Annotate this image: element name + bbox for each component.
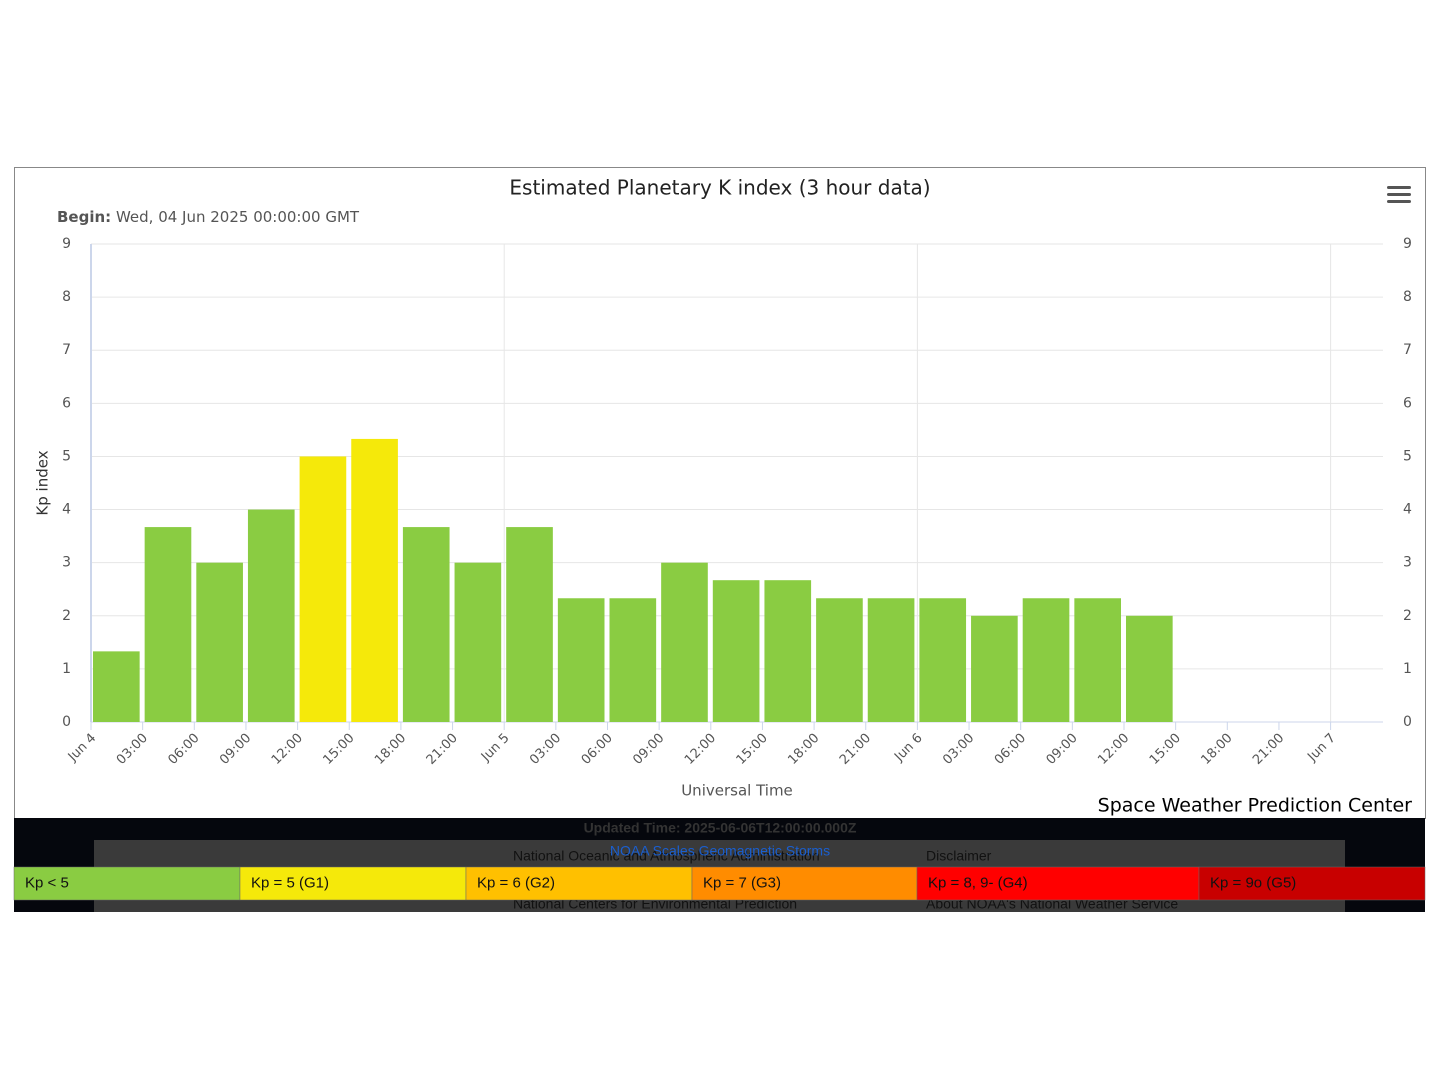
scale-label: Kp = 9o (G5) <box>1210 874 1296 891</box>
bar <box>93 651 140 722</box>
y2-tick-label: 2 <box>1403 608 1412 624</box>
bar <box>144 527 192 722</box>
bar <box>402 527 450 722</box>
bar <box>1022 598 1070 722</box>
bar <box>661 562 708 722</box>
footer-link[interactable]: National Oceanic and Atmospheric Adminis… <box>513 848 820 864</box>
updated-time: Updated Time: 2025-06-06T12:00:00.000Z <box>584 820 857 836</box>
y-tick-label: 7 <box>62 342 71 358</box>
y2-tick-label: 1 <box>1403 661 1412 677</box>
menu-line[interactable] <box>1387 193 1411 196</box>
y2-tick-label: 7 <box>1403 342 1412 358</box>
subtitle-text: Wed, 04 Jun 2025 00:00:00 GMT <box>116 208 360 226</box>
scale-swatch <box>465 866 693 901</box>
bar <box>971 615 1018 722</box>
menu-line[interactable] <box>1387 200 1411 203</box>
y2-tick-label: 0 <box>1403 714 1412 730</box>
credit: Space Weather Prediction Center <box>1098 795 1413 817</box>
y-tick-label: 8 <box>62 289 71 305</box>
chart-title: Estimated Planetary K index (3 hour data… <box>509 176 930 200</box>
y-tick-label: 1 <box>62 661 71 677</box>
y-tick-label: 9 <box>62 236 71 252</box>
y2-tick-label: 8 <box>1403 289 1412 305</box>
y2-tick-label: 6 <box>1403 395 1412 411</box>
y-tick-label: 3 <box>62 555 71 571</box>
y-tick-label: 2 <box>62 608 71 624</box>
scale-swatch <box>916 866 1200 901</box>
bar <box>867 598 915 722</box>
bar <box>299 456 347 722</box>
scale-swatch <box>1198 866 1426 901</box>
bar <box>764 580 812 722</box>
y-axis-label: Kp index <box>34 450 52 515</box>
y-tick-label: 0 <box>62 714 71 730</box>
subtitle: Begin: Wed, 04 Jun 2025 00:00:00 GMT <box>57 208 360 226</box>
bar <box>247 509 295 722</box>
bar <box>1126 615 1173 722</box>
bar <box>454 562 502 722</box>
scale-label: Kp = 7 (G3) <box>703 874 781 891</box>
scale-swatch <box>239 866 467 901</box>
bar <box>609 598 657 722</box>
footer-link[interactable]: Disclaimer <box>926 848 992 864</box>
bar <box>919 598 967 722</box>
bar <box>506 527 553 722</box>
menu-line[interactable] <box>1387 186 1411 189</box>
bar <box>816 598 863 722</box>
scale-swatch <box>691 866 918 901</box>
bar <box>712 580 760 722</box>
y2-tick-label: 4 <box>1403 502 1412 518</box>
bar <box>557 598 605 722</box>
bar <box>351 438 398 722</box>
y2-tick-label: 5 <box>1403 448 1412 464</box>
bar <box>196 562 243 722</box>
scale-label: Kp = 5 (G1) <box>251 874 329 891</box>
menu-icon[interactable] <box>1387 186 1411 203</box>
y-tick-label: 6 <box>62 395 71 411</box>
y-tick-label: 5 <box>62 448 71 464</box>
y-tick-label: 4 <box>62 502 71 518</box>
scale-label: Kp = 8, 9- (G4) <box>928 874 1028 891</box>
scale-label: Kp = 6 (G2) <box>477 874 555 891</box>
subtitle-label: Begin: <box>57 208 111 226</box>
bar <box>1074 598 1121 722</box>
scale-swatch <box>13 866 241 901</box>
y2-tick-label: 3 <box>1403 555 1412 571</box>
y2-tick-label: 9 <box>1403 236 1412 252</box>
scale-label: Kp < 5 <box>25 874 69 891</box>
footer-link[interactable]: NOAA Scales Geomagnetic Storms <box>610 843 830 859</box>
x-axis-label: Universal Time <box>681 782 793 800</box>
